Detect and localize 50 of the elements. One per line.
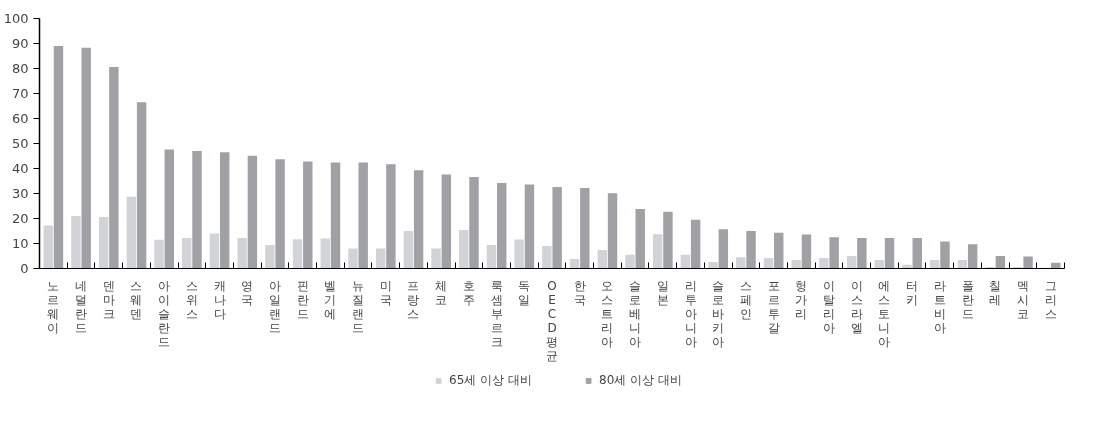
y-tick-label: 60 [11, 111, 29, 126]
x-tick-label: 헝가리 [795, 278, 808, 321]
legend-label: 80세 이상 대비 [599, 371, 682, 389]
x-tick-label: 체코 [435, 278, 448, 307]
x-tick-label: 리투아니아 [684, 278, 697, 349]
x-tick-label: 스웨덴 [130, 278, 143, 321]
x-tick-label: 프랑스 [407, 278, 420, 321]
x-tick-label: 네덜란드 [75, 278, 88, 335]
x-tick-label: 오스트리아 [601, 278, 614, 349]
x-tick-label: 캐나다 [213, 278, 226, 321]
x-tick-label: 폴란드 [961, 278, 974, 321]
x-tick-label: 그리스 [1044, 278, 1057, 321]
x-tick-label: 룩셈부르크 [490, 278, 503, 349]
x-tick-label: 미국 [379, 278, 392, 307]
y-tick-label: 30 [11, 186, 29, 201]
x-tick-label: 포르투갈 [767, 278, 780, 335]
x-tick-label: 벨기에 [324, 278, 337, 321]
y-tick-label: 100 [3, 11, 29, 26]
y-tick-label: 10 [11, 236, 29, 251]
y-tick-label: 70 [11, 86, 29, 101]
y-tick-label: 90 [11, 36, 29, 51]
y-tick-label: 20 [11, 211, 29, 226]
x-tick-label: 아이슬란드 [158, 278, 171, 349]
x-tick-label: 이스라엘 [850, 278, 863, 335]
x-tick-label: 일본 [656, 278, 669, 307]
x-tick-label: 스위스 [185, 278, 198, 321]
x-tick-label: OECD평균 [546, 278, 558, 363]
x-tick-label: 터키 [906, 278, 919, 307]
x-tick-label: 에스토니아 [878, 278, 891, 349]
x-tick-label: 한국 [573, 278, 586, 307]
x-tick-label: 뉴질랜드 [352, 278, 365, 335]
y-tick-label: 40 [11, 161, 29, 176]
x-tick-label: 독일 [518, 278, 531, 307]
y-tick-label: 80 [11, 61, 29, 76]
x-tick-label: 칠레 [989, 278, 1002, 307]
x-tick-label: 이탈리아 [823, 278, 836, 335]
x-tick-label: 아일랜드 [268, 278, 281, 335]
x-tick-label: 영국 [241, 278, 254, 307]
x-tick-label: 슬로베니아 [629, 278, 642, 349]
y-tick-label: 0 [20, 261, 29, 276]
x-tick-label: 슬로바키아 [712, 278, 725, 349]
y-tick-label: 50 [11, 136, 29, 151]
x-tick-label: 멕시코 [1016, 278, 1029, 321]
x-tick-label: 라트비아 [933, 278, 946, 335]
x-tick-label: 스페인 [739, 278, 752, 321]
legend-label: 65세 이상 대비 [449, 371, 532, 389]
x-tick-label: 노르웨이 [47, 278, 60, 335]
x-tick-label: 덴마크 [102, 278, 115, 321]
x-tick-label: 핀란드 [296, 278, 309, 321]
x-tick-label: 호주 [462, 278, 475, 307]
